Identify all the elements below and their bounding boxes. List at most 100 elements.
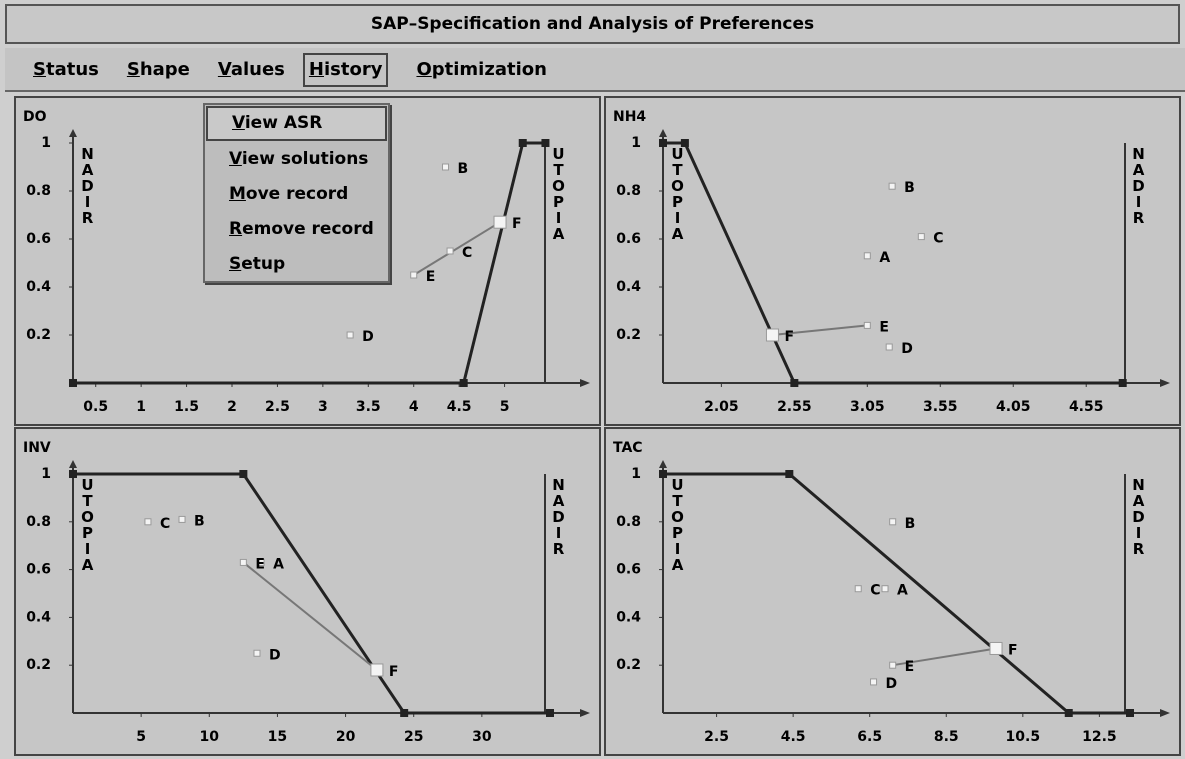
y-tick-label: 0.4	[26, 609, 51, 625]
menu-item[interactable]: Values	[217, 59, 285, 80]
point-label: C	[933, 231, 943, 247]
x-arrow	[1160, 709, 1170, 717]
x-tick-label: 30	[472, 729, 492, 745]
x-arrow	[1160, 379, 1170, 387]
y-tick-label: 0.4	[26, 279, 51, 295]
solution-point	[888, 182, 896, 190]
window-title: SAP–Specification and Analysis of Prefer…	[5, 4, 1180, 44]
right-label: NADIR	[1130, 145, 1148, 225]
curve-vertex	[69, 379, 77, 387]
solution-point	[178, 515, 186, 523]
y-tick-label: 0.6	[616, 562, 641, 578]
curve-vertex	[69, 470, 77, 478]
x-tick-label: 3.5	[356, 399, 381, 415]
y-tick-label: 0.2	[616, 657, 641, 673]
curve-vertex	[239, 470, 248, 478]
panel	[604, 427, 1181, 756]
x-tick-label: 15	[268, 729, 287, 745]
solution-point	[863, 321, 871, 329]
x-tick-label: 2	[227, 399, 237, 415]
panel-title: INV	[23, 440, 51, 456]
point-label: F	[1008, 642, 1018, 658]
x-tick-label: 3	[318, 399, 328, 415]
dropdown-item[interactable]: View solutions	[229, 149, 369, 169]
solution-point	[854, 585, 862, 593]
point-label: D	[362, 329, 374, 345]
menu-item[interactable]: Status	[33, 59, 99, 80]
curve-vertex	[785, 470, 794, 478]
point-label: D	[901, 341, 913, 357]
left-label: UTOPIA	[79, 476, 97, 572]
y-tick-label: 0.6	[616, 231, 641, 247]
point-label: A	[897, 583, 908, 599]
x-tick-label: 0.5	[83, 399, 108, 415]
solution-point	[889, 661, 897, 669]
curve-vertex	[541, 139, 550, 147]
y-tick-label: 1	[631, 466, 641, 482]
solution-point	[765, 328, 779, 342]
solution-point	[144, 518, 152, 526]
point-label: C	[462, 245, 472, 261]
solution-point	[881, 585, 889, 593]
solution-point	[989, 641, 1003, 655]
x-tick-label: 5	[500, 399, 510, 415]
menu-item[interactable]: Shape	[126, 59, 190, 80]
point-label: D	[269, 647, 281, 663]
solution-point	[889, 518, 897, 526]
y-tick-label: 0.8	[26, 183, 51, 199]
point-label: F	[512, 216, 522, 232]
panel-title: TAC	[613, 440, 643, 456]
y-tick-label: 1	[631, 135, 641, 151]
x-tick-label: 10.5	[1006, 729, 1041, 745]
point-label: B	[458, 161, 469, 177]
x-arrow	[580, 709, 590, 717]
x-tick-label: 5	[136, 729, 146, 745]
point-label: E	[879, 319, 889, 335]
menu-bar: Status Shape Values History Optimization	[5, 48, 1185, 92]
curve-vertex	[659, 139, 667, 147]
right-label: UTOPIA	[550, 145, 568, 241]
y-arrow	[69, 460, 77, 468]
preference-curve	[73, 472, 550, 715]
x-tick-label: 1.5	[174, 399, 199, 415]
y-arrow	[659, 460, 667, 468]
panel	[14, 427, 601, 756]
x-tick-label: 4.5	[447, 399, 472, 415]
x-tick-label: 2.55	[777, 399, 812, 415]
x-tick-label: 20	[336, 729, 356, 745]
dropdown-item[interactable]: Move record	[229, 184, 349, 204]
dropdown-item[interactable]: Remove record	[229, 219, 374, 239]
x-tick-label: 4.55	[1069, 399, 1104, 415]
y-tick-label: 0.6	[26, 562, 51, 578]
solution-point	[253, 649, 261, 657]
solution-point	[493, 215, 507, 229]
y-tick-label: 0.8	[26, 514, 51, 530]
preference-curve	[663, 472, 1130, 715]
left-label: UTOPIA	[669, 145, 687, 241]
left-label: NADIR	[79, 145, 97, 225]
solution-point	[870, 678, 878, 686]
x-tick-label: 3.55	[923, 399, 958, 415]
y-tick-label: 1	[41, 466, 51, 482]
menu-item[interactable]: Optimization	[416, 59, 547, 80]
x-tick-label: 1	[136, 399, 146, 415]
dropdown-item[interactable]: View ASR	[206, 106, 387, 141]
y-tick-label: 1	[41, 135, 51, 151]
point-label: E	[905, 659, 915, 675]
link-line	[772, 324, 868, 336]
link-line	[242, 561, 378, 671]
y-tick-label: 0.8	[616, 183, 641, 199]
x-tick-label: 2.5	[265, 399, 290, 415]
x-tick-label: 3.05	[850, 399, 885, 415]
solution-point	[410, 271, 418, 279]
x-tick-label: 4	[409, 399, 419, 415]
dropdown-item[interactable]: Setup	[229, 254, 286, 274]
menu-item[interactable]: History	[302, 53, 389, 87]
curve-vertex	[790, 379, 799, 387]
solution-point	[370, 663, 384, 677]
link-line	[892, 647, 997, 667]
y-tick-label: 0.4	[616, 609, 641, 625]
panel-title: DO	[23, 109, 47, 125]
solution-point	[863, 252, 871, 260]
